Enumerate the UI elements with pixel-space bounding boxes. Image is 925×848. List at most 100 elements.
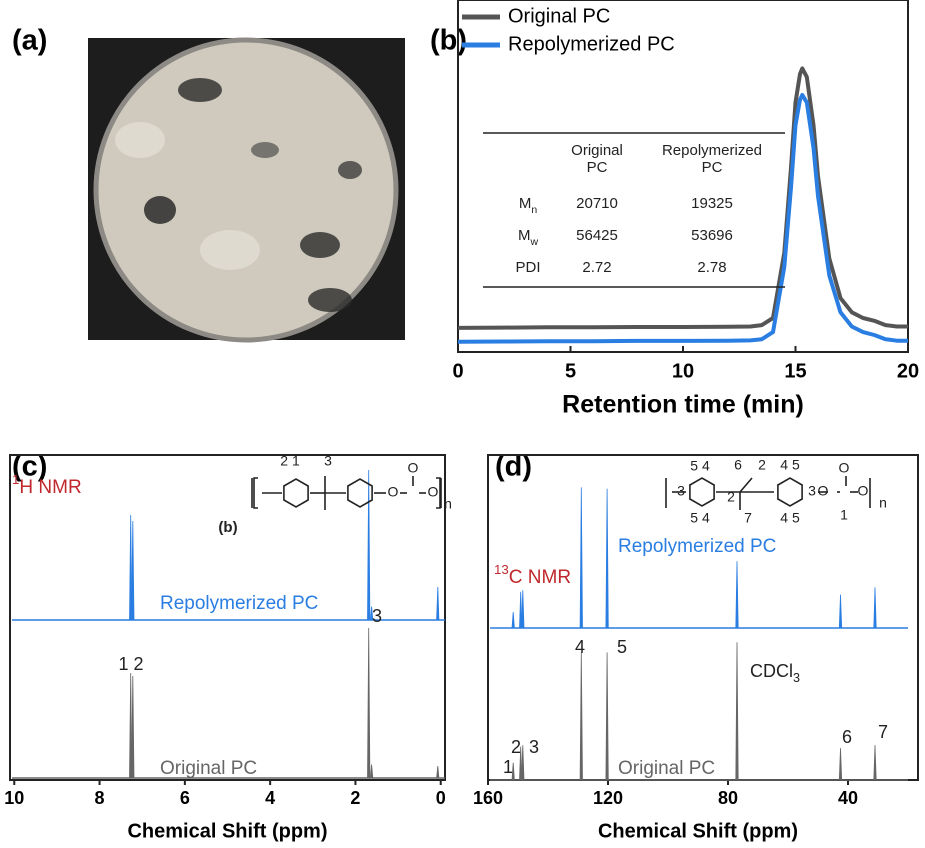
peak-annotation: 3 xyxy=(372,606,382,626)
structure-label: O xyxy=(839,460,850,476)
gpc-trace xyxy=(457,93,908,344)
x-tick-label: 6 xyxy=(180,788,190,808)
residue xyxy=(338,161,362,179)
legend-label: Original PC xyxy=(508,5,610,27)
structure-label: O xyxy=(408,460,419,476)
flake xyxy=(200,230,260,270)
series-label: Original PC xyxy=(160,758,257,779)
structure-label: 1 xyxy=(840,507,848,523)
x-tick-label: 15 xyxy=(784,360,806,382)
bracket xyxy=(253,477,258,509)
x-axis-title: Chemical Shift (ppm) xyxy=(598,820,798,842)
structure-label: 7 xyxy=(744,510,752,526)
table-cell: 56425 xyxy=(576,227,618,244)
spectrum-peak xyxy=(873,587,877,629)
legend-label: Repolymerized PC xyxy=(508,33,675,55)
structure-label: 3 xyxy=(808,483,816,499)
structure-label: 4 5 xyxy=(780,510,800,526)
panel-label: (a) xyxy=(12,25,47,57)
table-header: Repolymerized PC xyxy=(661,142,763,176)
flake xyxy=(115,122,165,158)
spectrum-peak xyxy=(436,765,440,779)
spectrum-peak xyxy=(131,520,135,621)
structure-label: 2 xyxy=(727,489,735,505)
spectrum-peak xyxy=(436,586,440,621)
structure-label: n xyxy=(444,496,452,512)
spectrum-peak xyxy=(131,675,135,779)
nucleus-label: 1H NMR xyxy=(12,472,82,498)
x-tick-label: 80 xyxy=(718,788,738,808)
x-tick-label: 10 xyxy=(4,788,24,808)
chemical-structure xyxy=(251,476,442,510)
peak-annotation: 4 xyxy=(575,637,585,657)
spectrum-peak xyxy=(838,594,843,629)
table-row-label: Mw xyxy=(518,227,539,248)
series-label: Original PC xyxy=(618,758,715,779)
bracket xyxy=(436,477,441,509)
table-cell: 53696 xyxy=(691,227,733,244)
table-row-label: PDI xyxy=(515,259,540,276)
photo xyxy=(88,37,405,343)
series-label: Repolymerized PC xyxy=(618,536,776,557)
plot-frame xyxy=(9,454,446,781)
residue xyxy=(251,142,279,158)
structure-label: 5 4 xyxy=(690,458,710,474)
peak-annotation: 3 xyxy=(529,737,539,757)
structure-label: O xyxy=(858,483,869,499)
peak-annotation: 6 xyxy=(842,727,852,747)
x-tick-label: 4 xyxy=(265,788,275,808)
x-tick-label: 0 xyxy=(452,360,463,382)
structure-label: (b) xyxy=(218,519,237,536)
bond xyxy=(739,477,753,493)
spectrum-peak xyxy=(367,469,371,621)
table-cell: 2.78 xyxy=(697,259,726,276)
series-label: Repolymerized PC xyxy=(160,593,318,614)
x-tick-label: 20 xyxy=(897,360,919,382)
peak-annotation: 1 2 xyxy=(118,654,143,674)
table-cell: 19325 xyxy=(691,195,733,212)
peak-annotation: 1 xyxy=(503,757,513,777)
spectrum-peak xyxy=(579,652,583,781)
structure-label: O xyxy=(428,484,439,500)
x-tick-label: 2 xyxy=(350,788,360,808)
chemical-structure xyxy=(665,476,871,510)
structure-label: 2 xyxy=(758,457,766,473)
benzene-ring xyxy=(689,477,715,507)
benzene-ring xyxy=(777,477,803,507)
spectrum-peak xyxy=(838,748,843,781)
table-row-label: Mn xyxy=(519,195,538,216)
structure-label: 5 4 xyxy=(690,510,710,526)
x-tick-label: 8 xyxy=(95,788,105,808)
spectrum-peak xyxy=(579,487,583,629)
spectrum-peak xyxy=(367,627,371,779)
x-tick-label: 120 xyxy=(593,788,623,808)
spectrum-peak xyxy=(511,762,515,781)
spectrum-peak xyxy=(519,746,523,781)
peak-annotation: 5 xyxy=(617,637,627,657)
spectrum-peak xyxy=(735,561,739,629)
structure-label: n xyxy=(879,495,887,511)
spectrum-peak xyxy=(605,652,609,781)
peak-annotation: CDCl3 xyxy=(750,661,800,686)
panel-label: (b) xyxy=(430,25,467,57)
spectrum-peak xyxy=(369,606,374,621)
petri-dish xyxy=(93,37,399,343)
spectrum-peak xyxy=(521,745,525,781)
x-axis-title: Chemical Shift (ppm) xyxy=(127,820,327,842)
x-tick-label: 10 xyxy=(672,360,694,382)
table-cell: 2.72 xyxy=(582,259,611,276)
residue xyxy=(308,288,352,312)
benzene-ring xyxy=(347,478,373,508)
structure-label: 2 1 xyxy=(280,453,300,469)
x-tick-label: 40 xyxy=(838,788,858,808)
table-cell: 20710 xyxy=(576,195,618,212)
structure-label: 6 xyxy=(734,457,742,473)
spectrum-peak xyxy=(129,672,133,779)
spectrum-peak xyxy=(605,488,609,629)
spectrum-peak xyxy=(511,611,515,629)
peak-annotation: 2 xyxy=(511,737,521,757)
spectrum-peak xyxy=(369,764,374,779)
gpc-trace xyxy=(457,66,908,330)
